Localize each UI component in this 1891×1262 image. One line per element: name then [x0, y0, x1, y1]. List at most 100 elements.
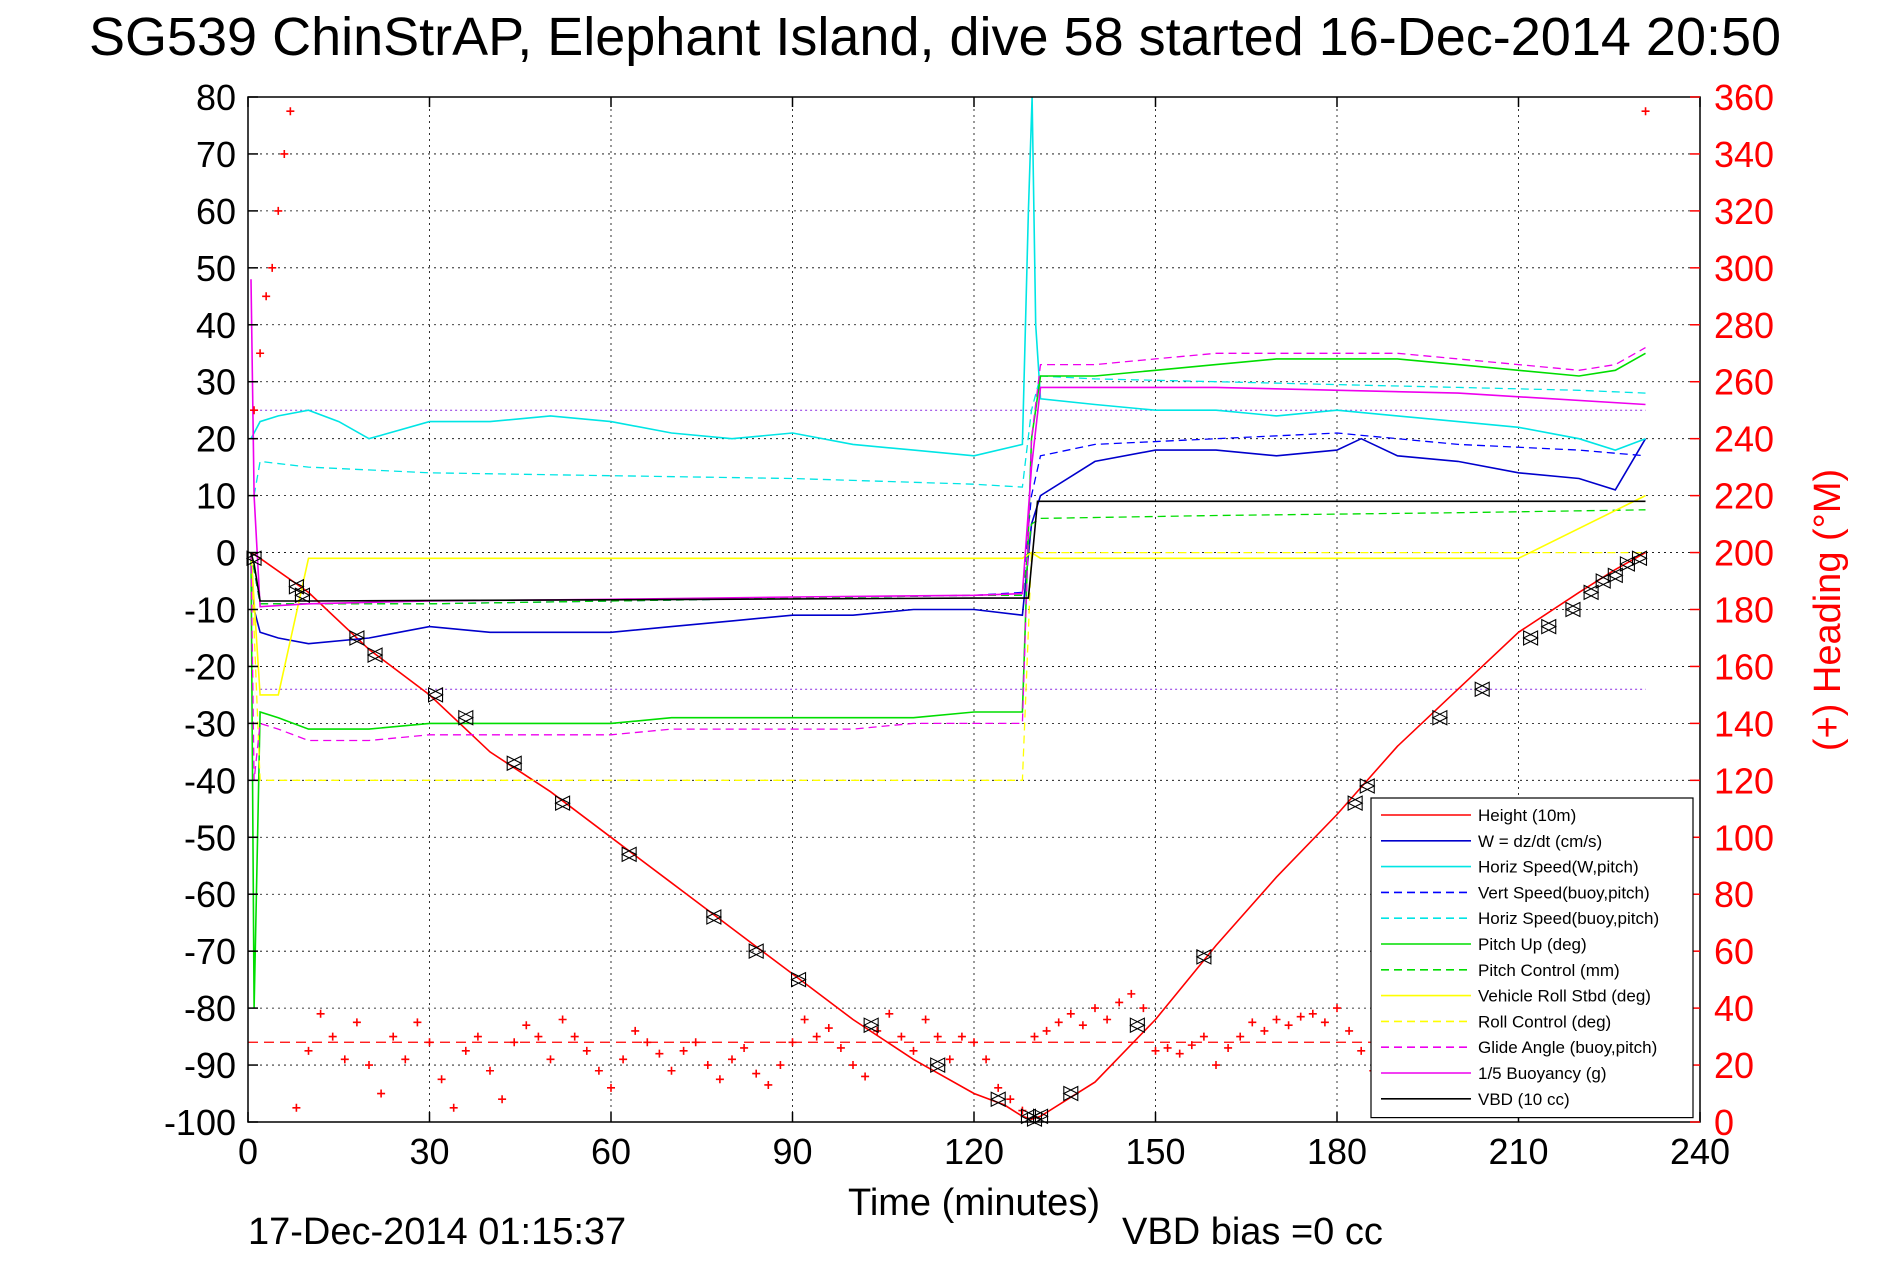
legend-label: Vehicle Roll Stbd (deg) — [1478, 987, 1651, 1006]
heading-point — [849, 1061, 857, 1070]
legend-box — [1370, 797, 1694, 1119]
legend-label: Horiz Speed(buoy,pitch) — [1478, 909, 1659, 928]
heading-point — [1308, 1009, 1317, 1018]
heading-point — [558, 1015, 567, 1024]
y2-tick-label: 280 — [1714, 305, 1774, 346]
heading-point — [897, 1032, 906, 1041]
heading-point — [1224, 1043, 1233, 1052]
heading-point — [486, 1066, 494, 1075]
y2-tick-label: 200 — [1714, 533, 1774, 574]
series-layer — [245, 96, 1650, 1128]
y-tick-label: -50 — [184, 817, 236, 858]
heading-point — [1333, 1004, 1341, 1013]
sample-marker — [1359, 778, 1376, 794]
heading-point — [643, 1038, 652, 1047]
legend-label: Glide Angle (buoy,pitch) — [1478, 1038, 1657, 1057]
heading-point — [1006, 1095, 1015, 1104]
y-tick-label: -40 — [184, 760, 236, 801]
series-line-1 — [250, 437, 1647, 645]
heading-point — [1212, 1061, 1220, 1070]
legend-label: Roll Control (deg) — [1478, 1012, 1611, 1031]
x-tick-label: 240 — [1670, 1131, 1730, 1172]
y-tick-label: 80 — [196, 77, 236, 118]
series-line-8 — [250, 551, 1646, 781]
y2-tick-label: 40 — [1714, 988, 1754, 1029]
heading-point — [1127, 989, 1136, 998]
heading-point — [836, 1043, 845, 1052]
heading-point — [365, 1061, 373, 1070]
sample-marker — [457, 709, 475, 726]
y-tick-label: -30 — [184, 703, 236, 744]
y-tick-label: 10 — [196, 476, 236, 517]
sample-markers — [245, 550, 1648, 1128]
heading-point — [715, 1075, 724, 1084]
heading-point — [274, 206, 283, 215]
sample-marker — [705, 909, 723, 925]
heading-point — [1236, 1032, 1245, 1041]
legend: Height (10m) W = dz/dt (cm/s) Horiz Speed(… — [1370, 797, 1694, 1119]
heading-point — [1272, 1015, 1281, 1024]
heading-point — [546, 1055, 555, 1064]
sample-marker — [1473, 681, 1491, 698]
heading-point — [631, 1026, 640, 1035]
y2-tick-label: 180 — [1714, 590, 1774, 631]
heading-point — [800, 1015, 809, 1024]
y2-tick-label: 260 — [1714, 362, 1774, 403]
y2-tick-label: 80 — [1714, 874, 1754, 915]
sample-marker — [1062, 1085, 1080, 1102]
sample-marker — [1564, 601, 1582, 618]
heading-point — [280, 149, 289, 158]
y2-tick-label: 360 — [1714, 77, 1774, 118]
y-tick-label: -80 — [184, 988, 236, 1029]
heading-point — [740, 1043, 749, 1052]
heading-point — [292, 1103, 301, 1112]
y-tick-label: 50 — [196, 248, 236, 289]
heading-point — [619, 1055, 628, 1064]
sample-marker — [1540, 618, 1557, 635]
heading-point — [921, 1015, 930, 1024]
sample-marker — [620, 846, 638, 863]
y-tick-label: -70 — [184, 931, 236, 972]
heading-point — [1284, 1021, 1293, 1030]
heading-point — [885, 1009, 894, 1018]
heading-point — [752, 1069, 761, 1078]
y-tick-label: -90 — [184, 1045, 236, 1086]
heading-point — [909, 1046, 918, 1055]
series-line-5 — [250, 352, 1646, 1009]
heading-point — [286, 107, 295, 116]
sample-marker — [366, 647, 384, 663]
heading-point — [328, 1032, 337, 1041]
y2-tick-label: 340 — [1714, 134, 1774, 175]
x-tick-label: 90 — [772, 1131, 812, 1172]
y-tick-label: 40 — [196, 305, 236, 346]
y-axis-left: 80 70 60 50 40 30 20 10 0 -10 -20 -30 -40 -50 -60 -70 -8… — [164, 77, 258, 1143]
heading-point — [1187, 1041, 1196, 1050]
heading-point — [1091, 1004, 1099, 1013]
footer-timestamp: 17-Dec-2014 01:15:37 — [248, 1211, 626, 1253]
series-line-11 — [250, 500, 1646, 602]
heading-point — [498, 1095, 507, 1104]
footer-vbd-bias: VBD bias =0 cc — [1122, 1211, 1383, 1253]
y2-axis-label: (+) Heading (°M) — [1807, 469, 1849, 751]
sample-marker — [1346, 795, 1364, 812]
y-tick-label: -10 — [184, 590, 236, 631]
heading-point — [703, 1061, 712, 1070]
y2-tick-label: 0 — [1714, 1102, 1734, 1143]
heading-point — [401, 1055, 410, 1064]
sample-marker — [1032, 1108, 1049, 1125]
x-tick-label: 30 — [409, 1131, 449, 1172]
y-tick-label: 60 — [196, 191, 236, 232]
x-axis-label: Time (minutes) — [848, 1182, 1100, 1224]
heading-point — [824, 1024, 833, 1033]
sample-marker — [1431, 709, 1449, 726]
sample-marker — [348, 630, 366, 646]
heading-point — [1175, 1049, 1184, 1058]
heading-point — [764, 1080, 773, 1089]
heading-point — [1248, 1018, 1257, 1027]
sample-marker — [790, 971, 807, 988]
y-axis-right: 3603403203002802602402202001801601401201… — [1690, 77, 1774, 1143]
heading-point — [1115, 998, 1124, 1007]
heading-point — [316, 1009, 325, 1018]
sample-marker — [1129, 1017, 1146, 1034]
